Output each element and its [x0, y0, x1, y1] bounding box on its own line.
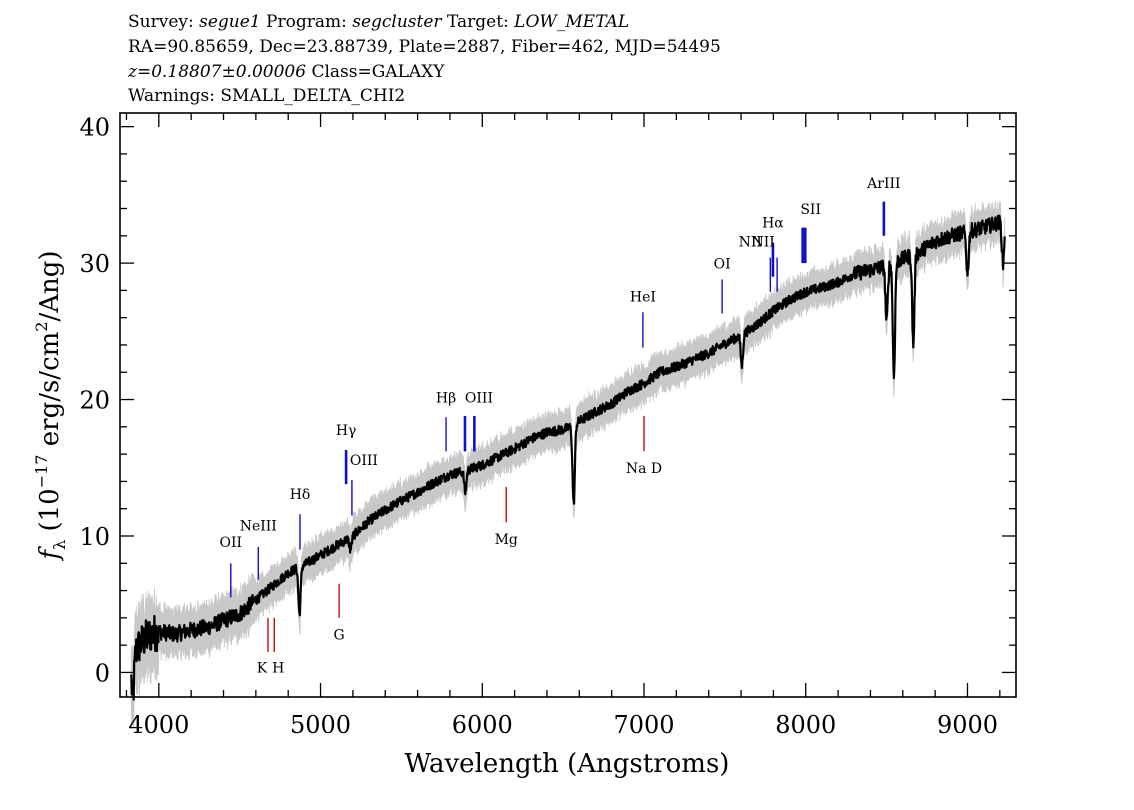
line-label-6: OIII	[465, 390, 493, 406]
header-line-3: z=0.18807±0.00006 Class=GALAXY	[128, 62, 444, 82]
line-label-0: OII	[220, 535, 243, 551]
x-tick-label-9000: 9000	[937, 711, 998, 739]
line-label-11: Hα	[762, 216, 784, 232]
line-label-16: K	[257, 660, 268, 676]
axes: 4000 5000 6000 7000 8000 9000 0 10 20 30 40	[79, 112, 1017, 739]
x-tick-label-7000: 7000	[613, 711, 674, 739]
line-label-8: HeI	[630, 289, 656, 305]
target-label: Target:	[446, 12, 509, 32]
line-label-9: OI	[714, 257, 731, 273]
line-label-2: Hδ	[290, 487, 311, 503]
y-tick-label-40: 40	[79, 114, 110, 142]
y-tick-label-20: 20	[79, 387, 110, 415]
line-label-17: H	[272, 660, 284, 676]
line-label-5: Hβ	[436, 390, 456, 406]
flux-line	[130, 214, 1006, 701]
error-band	[130, 200, 1006, 729]
line-label-1: NeIII	[240, 519, 277, 535]
line-label-4: OIII	[350, 453, 378, 469]
header-line-4: Warnings: SMALL_DELTA_CHI2	[128, 86, 406, 106]
y-axis-label: fλ (10−17 erg/s/cm2/Ang)	[32, 250, 69, 561]
survey-label: Survey:	[128, 12, 194, 32]
line-label-20: Na D	[626, 461, 662, 477]
y-tick-label-30: 30	[79, 250, 110, 278]
x-tick-label-5000: 5000	[290, 711, 351, 739]
header-line-1: Survey: segue1 Program: segcluster Targe…	[128, 12, 629, 32]
program-value: segcluster	[352, 12, 442, 32]
plot-frame	[119, 112, 1017, 698]
line-label-10: NII	[739, 235, 762, 251]
y-tick-label-10: 10	[79, 523, 110, 551]
line-label-12: NII	[751, 235, 774, 251]
x-tick-label-4000: 4000	[128, 711, 189, 739]
error-band-area	[130, 200, 1006, 729]
line-label-13: SII	[800, 202, 821, 218]
class-value: Class=GALAXY	[311, 62, 445, 82]
line-label-19: Mg	[495, 532, 518, 548]
x-tick-label-8000: 8000	[775, 711, 836, 739]
x-axis-label: Wavelength (Angstroms)	[405, 749, 730, 779]
header-line-2: RA=90.85659, Dec=23.88739, Plate=2887, F…	[128, 37, 721, 57]
line-label-18: G	[334, 628, 345, 644]
flux-series	[130, 214, 1006, 701]
target-value: LOW_METAL	[514, 12, 630, 32]
program-label: Program:	[266, 12, 347, 32]
line-label-3: Hγ	[336, 423, 357, 439]
redshift-value: z=0.18807±0.00006	[128, 62, 307, 82]
y-tick-label-0: 0	[95, 659, 110, 687]
survey-value: segue1	[199, 12, 261, 32]
x-tick-label-6000: 6000	[452, 711, 513, 739]
line-label-15: ArIII	[866, 176, 900, 192]
